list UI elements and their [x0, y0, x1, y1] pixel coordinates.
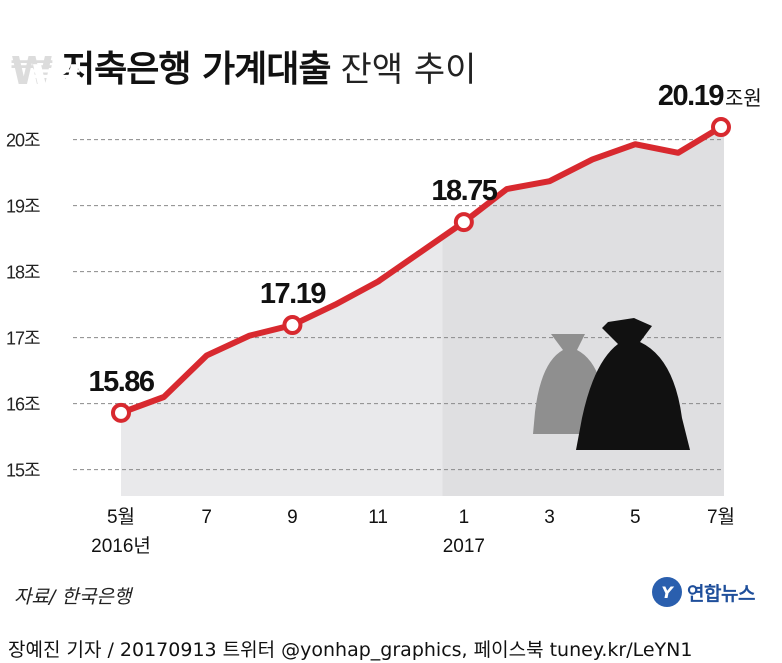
bag-front-body [576, 318, 690, 450]
money-bag-icon [576, 318, 690, 450]
data-point-marker [282, 315, 303, 336]
data-label: 18.75 [431, 175, 497, 207]
data-label: 15.86 [88, 366, 154, 398]
y-tick-label: 17조 [6, 329, 40, 349]
credit-line: 장예진 기자 / 20170913 트위터 @yonhap_graphics, … [0, 638, 782, 663]
x-tick-label: 5월 [107, 506, 135, 528]
yonhap-logo: Y 연합뉴스 [652, 577, 755, 607]
x-tick-label: 7 [201, 507, 212, 528]
data-point-marker [711, 117, 731, 138]
x-tick-label: 11 [368, 507, 388, 528]
y-tick-label: 18조 [6, 263, 40, 283]
won-symbol: ₩ [32, 56, 81, 107]
title-bold: 저축은행 가계대출 [62, 49, 331, 90]
x-tick-sublabel: 2016년 [91, 535, 151, 557]
y-tick-label: 15조 [6, 461, 40, 481]
title-light: 잔액 추이 [340, 50, 477, 90]
chart-title: 저축은행 가계대출 잔액 추이 [62, 40, 476, 92]
y-tick-label: 16조 [6, 395, 40, 415]
x-tick-sublabel: 2017 [443, 536, 485, 557]
x-tick-label: 9 [287, 507, 298, 528]
data-point-marker [453, 212, 474, 233]
data-point-marker [111, 402, 131, 423]
x-tick-label: 3 [544, 507, 555, 528]
won-symbol: ₩ [11, 49, 53, 93]
data-label: 20.19 [658, 80, 724, 112]
series-line [118, 124, 724, 416]
data-label-unit: 조원 [725, 86, 762, 110]
data-label: 17.19 [260, 278, 326, 310]
x-tick-label: 7월 [707, 506, 735, 528]
logo-text: 연합뉴스 [687, 582, 755, 605]
y-tick-label: 19조 [6, 197, 40, 217]
source-note: 자료/ 한국은행 [14, 586, 132, 608]
x-tick-label: 5 [630, 507, 641, 528]
y-tick-label: 20조 [6, 131, 40, 151]
logo-mark-icon: Y [652, 577, 682, 607]
x-tick-label: 1 [459, 507, 470, 528]
